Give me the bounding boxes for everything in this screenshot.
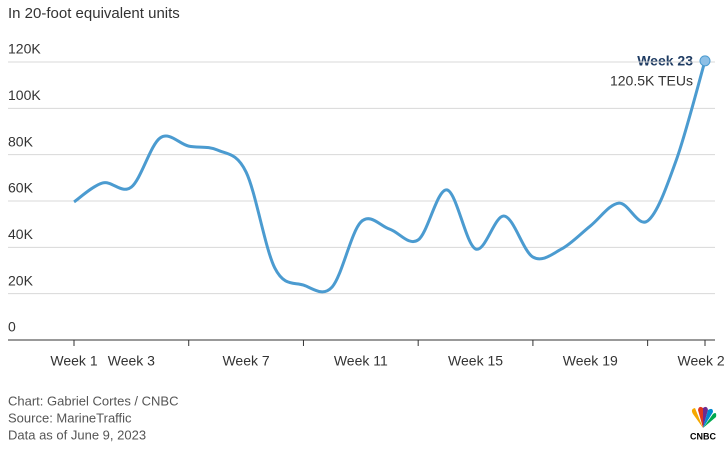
x-tick-label: Week 1 (50, 353, 97, 369)
x-tick-label: Week 7 (222, 353, 269, 369)
y-tick-label: 20K (8, 272, 34, 288)
x-tick-label: Week 23 (678, 353, 725, 369)
annotation-text: 120.5K TEUs (610, 73, 693, 89)
x-tick-label: Week 3 (108, 353, 155, 369)
y-tick-label: 100K (8, 87, 41, 103)
chart-subtitle: In 20-foot equivalent units (8, 5, 180, 22)
logo: CNBC (690, 406, 716, 441)
data-line (73, 60, 707, 294)
y-tick-label: 80K (8, 133, 34, 149)
logo-text: CNBC (690, 431, 716, 441)
annotation-title: Week 23 (637, 53, 693, 69)
end-marker (699, 55, 711, 67)
y-tick-label: 120K (8, 41, 41, 57)
y-tick-label: 0 (8, 319, 16, 335)
x-tick-label: Week 19 (563, 353, 618, 369)
x-tick-label: Week 11 (334, 353, 388, 369)
y-tick-label: 60K (8, 180, 34, 196)
y-tick-label: 40K (8, 226, 34, 242)
footer-date: Data as of June 9, 2023 (8, 427, 146, 442)
footer-credit: Chart: Gabriel Cortes / CNBC (8, 393, 179, 408)
x-tick-label: Week 15 (448, 353, 503, 369)
footer-source: Source: MarineTraffic (8, 410, 132, 425)
